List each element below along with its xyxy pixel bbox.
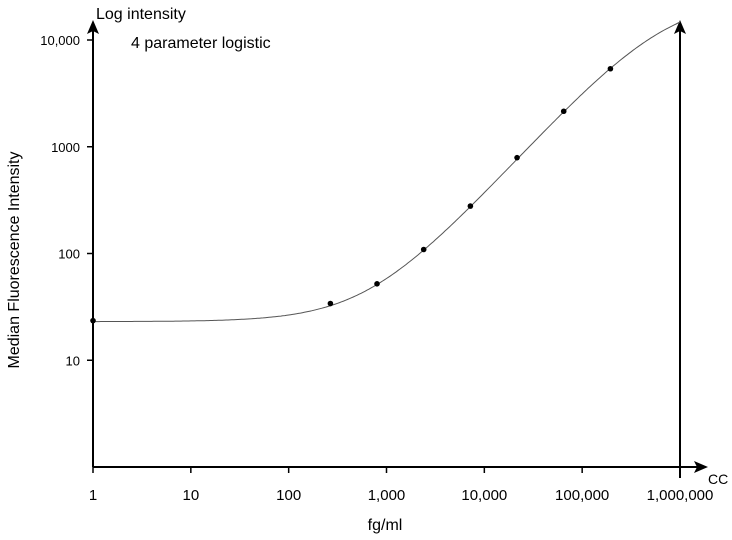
y-tick-label: 100: [58, 247, 80, 262]
fit-curve: [93, 21, 681, 323]
data-point: [327, 300, 334, 307]
x-tick-label: 100,000: [555, 487, 609, 504]
y-tick-label: 10,000: [40, 33, 80, 48]
data-point: [467, 203, 474, 209]
x-axis-arrow-icon: [694, 461, 708, 473]
data-point: [90, 317, 96, 324]
y-tick-label: 10: [66, 353, 80, 368]
x-axis-label: fg/ml: [368, 517, 403, 534]
x-tick-label: 1,000,000: [647, 487, 714, 504]
data-point: [560, 108, 567, 115]
y-axis-caption: Log intensity: [96, 6, 186, 23]
x-tick-label: 100: [276, 487, 301, 504]
x-tick-label: 10,000: [461, 487, 507, 504]
y-axis-arrow-icon: [87, 20, 99, 34]
x-tick-label: 1: [89, 487, 97, 504]
axes: [87, 20, 708, 478]
data-point: [374, 281, 380, 287]
x-axis-caption: CC: [708, 471, 728, 487]
chart-title: 4 parameter logistic: [131, 35, 271, 52]
x-tick-label: 10: [182, 487, 199, 504]
data-point: [607, 65, 614, 72]
y-axis-label: Median Fluorescence Intensity: [6, 152, 23, 369]
data-point: [514, 154, 520, 161]
x-tick-label: 1,000: [368, 487, 406, 504]
data-point: [420, 246, 427, 253]
right-limit-arrow-icon: [674, 20, 686, 34]
y-tick-label: 1000: [51, 140, 80, 155]
